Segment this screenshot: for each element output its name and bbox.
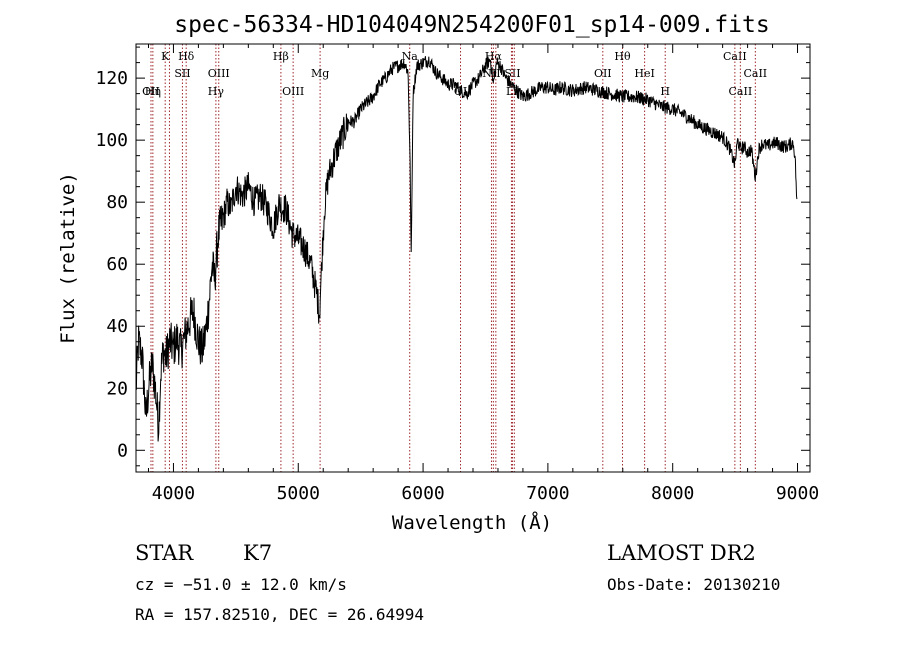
survey-name: LAMOST DR2 xyxy=(607,541,756,565)
y-tick-label: 100 xyxy=(95,130,128,151)
line-marker-label: Hθ xyxy=(614,50,631,63)
obs-date: Obs-Date: 20130210 xyxy=(607,575,780,594)
line-marker-label: CaII xyxy=(729,85,753,98)
spectrum-line xyxy=(135,56,798,442)
y-tick-label: 0 xyxy=(117,440,128,461)
axis-tick-labels: 4000 5000 6000 7000 8000 9000 0 20 40 60 80 100 120 xyxy=(95,68,819,504)
line-marker-label: CaII xyxy=(743,67,767,80)
line-marker-label: Hη xyxy=(145,85,161,98)
line-marker-label: CaII xyxy=(723,50,747,63)
line-marker-label: OII xyxy=(594,67,612,80)
line-marker-label: Na xyxy=(402,50,419,63)
y-tick-label: 20 xyxy=(106,378,128,399)
line-marker-label: HeI xyxy=(634,67,654,80)
x-axis-label: Wavelength (Å) xyxy=(392,511,552,534)
chart-title: spec-56334-HD104049N254200F01_sp14-009.f… xyxy=(174,12,769,38)
line-marker-label: Hδ xyxy=(178,50,195,63)
y-tick-label: 80 xyxy=(106,192,128,213)
line-marker-label: H xyxy=(660,85,670,98)
line-marker-label: Hγ xyxy=(208,85,225,98)
object-class: STAR xyxy=(135,541,194,565)
line-marker-label: OII xyxy=(142,85,160,98)
line-marker-label: K xyxy=(161,50,170,63)
x-tick-label: 6000 xyxy=(401,483,444,504)
line-marker-label: Mg xyxy=(311,67,329,80)
y-tick-label: 120 xyxy=(95,68,128,89)
object-subclass: K7 xyxy=(243,541,272,565)
line-marker-label: Li xyxy=(506,85,517,98)
plot-frame xyxy=(135,43,811,473)
spectrum-line-group xyxy=(135,56,798,442)
y-tick-label: 40 xyxy=(106,316,128,337)
axis-ticks xyxy=(136,44,810,472)
line-marker-label: OIII xyxy=(208,67,230,80)
ra-dec: RA = 157.82510, DEC = 26.64994 xyxy=(135,605,424,624)
x-tick-label: 9000 xyxy=(776,483,819,504)
y-tick-label: 60 xyxy=(106,254,128,275)
x-tick-label: 7000 xyxy=(526,483,569,504)
x-tick-label: 4000 xyxy=(152,483,195,504)
line-marker-label: Hβ xyxy=(273,50,289,63)
redshift-cz: cz = −51.0 ± 12.0 km/s xyxy=(135,575,347,594)
y-axis-label: Flux (relative) xyxy=(57,172,79,344)
x-tick-label: 5000 xyxy=(277,483,320,504)
line-marker-label: OIII xyxy=(282,85,304,98)
line-marker-label: SII xyxy=(174,67,190,80)
x-tick-label: 8000 xyxy=(651,483,694,504)
